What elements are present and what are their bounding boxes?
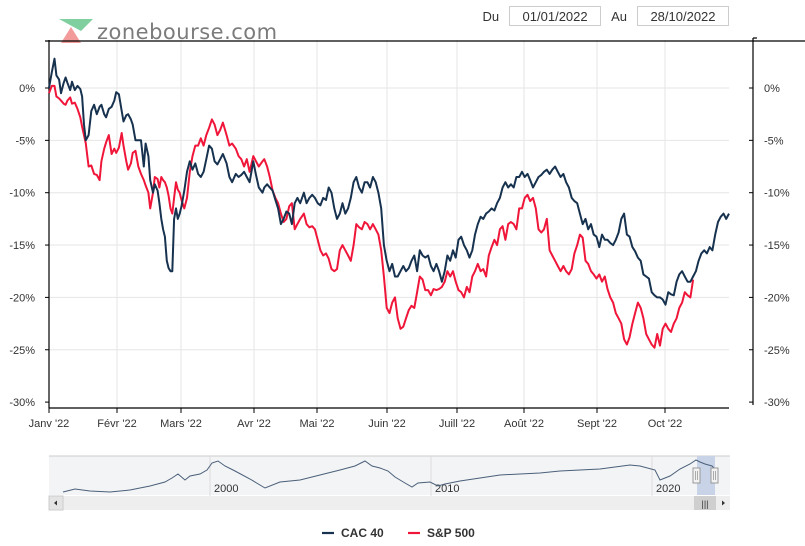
logo-mark-icon [59,19,93,43]
svg-text:Oct '22: Oct '22 [648,418,683,430]
svg-text:Févr '22: Févr '22 [97,418,136,430]
svg-text:Juin '22: Juin '22 [368,418,406,430]
svg-text:-15%: -15% [764,240,790,252]
y-axis-right-labels: 0% -5% -10% -15% -20% -25% -30% [764,83,790,409]
series-lines [48,57,730,349]
svg-text:-10%: -10% [764,188,790,200]
from-date-input[interactable]: 01/01/2022 [509,6,602,26]
series-s-p-500 [48,84,695,349]
svg-text:Juill '22: Juill '22 [439,418,475,430]
scroll-left-button[interactable] [48,495,64,511]
svg-text:2020: 2020 [656,483,680,495]
svg-text:Août '22: Août '22 [504,418,544,430]
axes [45,37,805,413]
svg-text:-5%: -5% [15,135,35,147]
svg-text:2010: 2010 [435,483,459,495]
svg-text:-10%: -10% [9,188,35,200]
legend: CAC 40 S&P 500 [322,526,475,540]
navigator-history-line [62,459,716,493]
svg-text:|||: ||| [701,499,708,509]
to-label: Au [611,8,627,24]
to-date-input[interactable]: 28/10/2022 [637,6,729,26]
svg-text:-30%: -30% [764,397,790,409]
scrollbar-thumb[interactable] [694,496,716,510]
from-label: Du [482,8,500,24]
svg-text:-15%: -15% [9,240,35,252]
arrow-right-icon [722,500,725,506]
navigator[interactable]: 2000 2010 2020 ||| [48,455,730,511]
svg-text:Sept '22: Sept '22 [577,418,617,430]
logo-text: zonebourse.com [97,20,278,44]
arrow-left-icon [54,500,57,506]
legend-item-s-p-500[interactable]: S&P 500 [408,526,475,540]
svg-text:0%: 0% [19,83,35,95]
series-cac-40 [48,57,730,306]
svg-text:-5%: -5% [764,135,784,147]
svg-text:Mars '22: Mars '22 [160,418,202,430]
svg-text:Avr '22: Avr '22 [237,418,271,430]
svg-text:Mai '22: Mai '22 [299,418,334,430]
svg-text:-20%: -20% [9,292,35,304]
svg-text:CAC 40: CAC 40 [341,526,384,540]
legend-item-cac-40[interactable]: CAC 40 [322,526,384,540]
svg-text:-20%: -20% [764,292,790,304]
navigator-handle[interactable] [692,467,701,484]
svg-text:S&P 500: S&P 500 [427,526,475,540]
navigator-handle[interactable] [710,467,719,484]
svg-text:-30%: -30% [9,397,35,409]
svg-text:2000: 2000 [214,483,238,495]
x-axis-labels: Janv '22 Févr '22 Mars '22 Avr '22 Mai '22 Ju… [29,418,683,430]
grid-lines [49,40,729,408]
svg-text:0%: 0% [764,83,780,95]
zonebourse-logo: zonebourse.com [57,17,278,47]
scroll-right-button[interactable] [716,496,730,510]
svg-text:-25%: -25% [764,345,790,357]
y-axis-left-labels: 0% -5% -10% -15% -20% -25% -30% [9,83,35,409]
date-range: Du 01/01/2022 Au 28/10/2022 [482,6,729,26]
svg-text:-25%: -25% [9,345,35,357]
scrollbar-track [49,496,730,510]
svg-text:Janv '22: Janv '22 [29,418,70,430]
